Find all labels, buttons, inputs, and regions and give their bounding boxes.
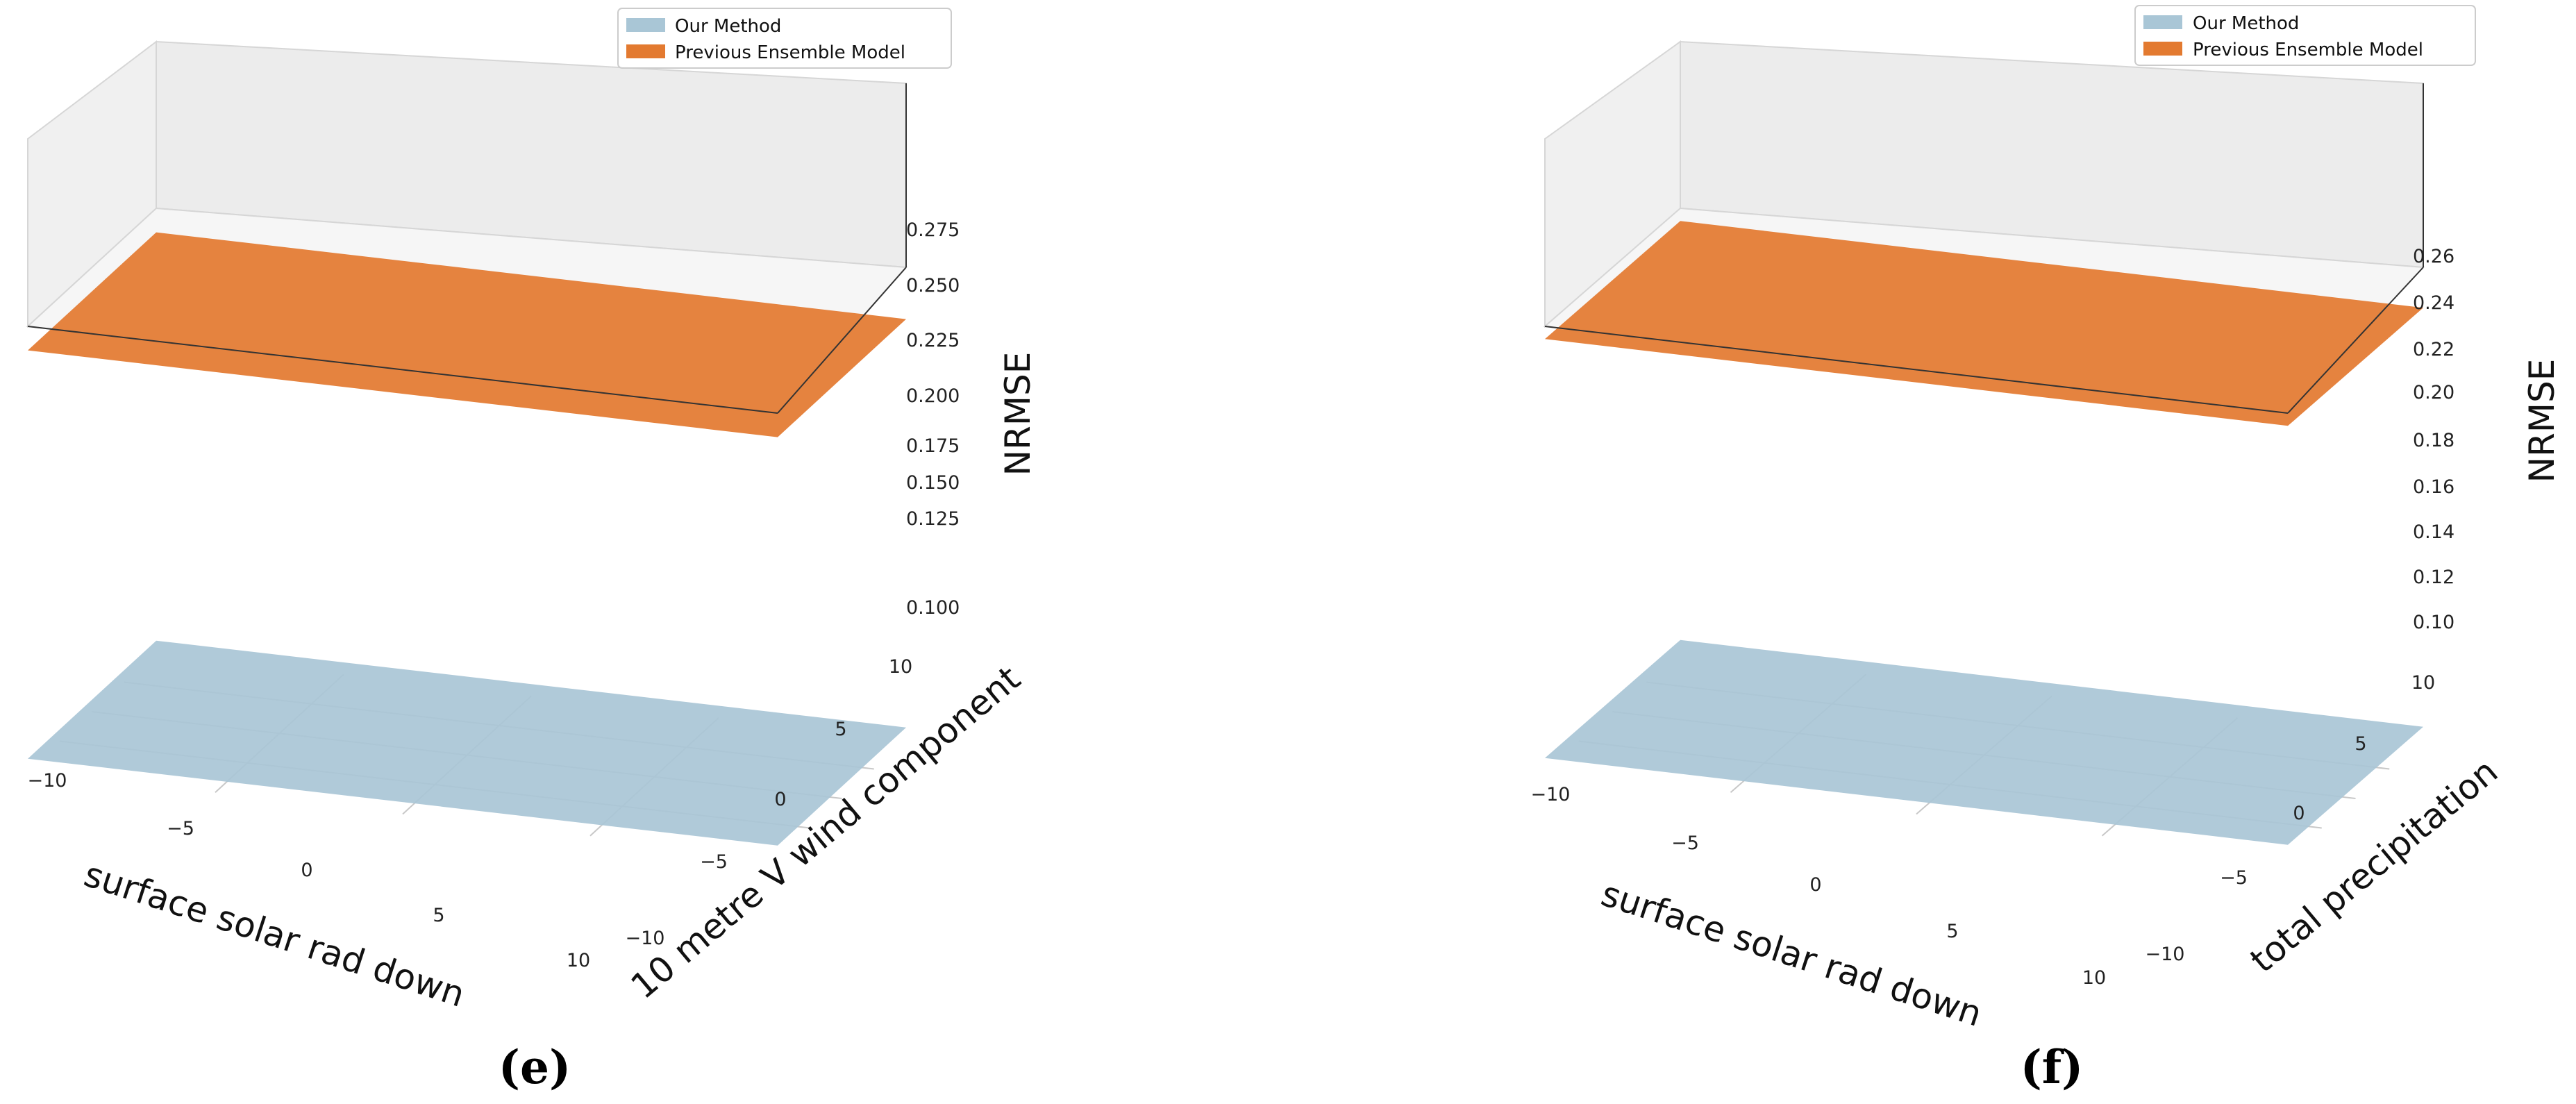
panel-e-x-tick-2: 0 [301,860,312,881]
panel-f-legend-label-our-method: Our Method [2193,13,2299,34]
panel-f-z-tick-3: 0.16 [2413,476,2454,498]
panel-f-x-ticks: −10 −5 0 5 10 [1531,784,2107,989]
panel-f-z-ticks: 0.10 0.12 0.14 0.16 0.18 0.20 0.22 0.24 … [2413,246,2454,633]
panel-f-z-tick-5: 0.20 [2413,382,2454,403]
panel-f-z-tick-8: 0.26 [2413,246,2454,267]
panel-f-z-axis-label: NRMSE [2522,359,2562,483]
panel-e-y-ticks: −10 −5 0 5 10 [626,656,913,949]
panel-f-z-tick-4: 0.18 [2413,430,2454,451]
panel-e-legend-label-ensemble: Previous Ensemble Model [675,42,905,63]
panel-e-y-tick-0: −10 [626,928,665,949]
panel-f-axis-lines [1544,83,2424,414]
panel-f-y-tick-0: −10 [2146,944,2185,965]
panel-e-legend-label-our-method: Our Method [675,16,781,37]
panel-f-z-tick-0: 0.10 [2413,612,2454,633]
panel-f-y-ticks: −10 −5 0 5 10 [2146,672,2436,965]
panel-e-legend-swatch-ensemble [626,44,665,58]
panel-f-x-tick-1: −5 [1671,833,1699,854]
panel-f-x-axis-line [1544,326,2289,414]
panel-e-z-tick-5: 0.225 [906,330,960,351]
panel-f-y-axis-line [2287,267,2424,414]
panel-f-y-tick-2: 0 [2293,803,2305,824]
panel-e-x-tick-0: −10 [28,770,67,792]
panel-e-z-tick-6: 0.250 [906,275,960,296]
panel-f-caption: (f) [2021,1040,2084,1094]
panel-e-y-tick-3: 5 [835,719,846,740]
panel-e-z-axis-label: NRMSE [998,352,1038,476]
panel-f-y-tick-1: −5 [2220,867,2248,889]
panel-f-legend: Our Method Previous Ensemble Model [2134,5,2476,66]
panel-f-x-tick-2: 0 [1809,874,1821,896]
panel-e-legend: Our Method Previous Ensemble Model [617,8,952,69]
panel-f-z-tick-6: 0.22 [2413,339,2454,360]
panel-e-y-tick-2: 0 [774,789,786,810]
panel-e-z-tick-4: 0.200 [906,385,960,407]
panel-e-x-tick-3: 5 [433,905,444,926]
panel-e-y-tick-1: −5 [700,851,728,873]
panel-f-z-tick-7: 0.24 [2413,292,2454,314]
panel-f-x-tick-4: 10 [2082,967,2106,989]
panel-f-legend-swatch-our-method [2143,15,2182,29]
panel-f-surface-ensemble [1545,221,2423,426]
panel-e-z-tick-3: 0.175 [906,435,960,457]
panel-e-z-tick-0: 0.100 [906,597,960,619]
panel-f-legend-label-ensemble: Previous Ensemble Model [2193,40,2423,60]
panel-f-y-tick-4: 10 [2411,672,2435,694]
panel-e-x-tick-1: −5 [167,818,194,839]
panel-e-legend-box [617,8,952,69]
panel-e-caption: (e) [499,1040,571,1094]
panel-e-x-ticks: −10 −5 0 5 10 [28,770,591,971]
panel-e-z-tick-2: 0.150 [906,472,960,494]
panel-f-legend-swatch-ensemble [2143,42,2182,56]
panel-f-x-tick-3: 5 [1946,921,1958,942]
panel-f-legend-box [2134,5,2476,66]
panel-f-y-tick-3: 5 [2355,733,2366,755]
panel-f-z-tick-2: 0.14 [2413,521,2454,543]
panel-f-z-tick-1: 0.12 [2413,567,2454,588]
panel-e-y-axis-line [777,267,907,414]
panel-e-axis-lines [27,83,907,414]
panel-e-surface-our-method [28,640,906,846]
panel-e-legend-swatch-our-method [626,18,665,32]
panel-e-z-tick-7: 0.275 [906,219,960,241]
panel-e-z-ticks: 0.100 0.125 0.150 0.175 0.200 0.225 0.25… [906,219,960,619]
panel-e-surface-ensemble [28,232,906,437]
panel-e-x-tick-4: 10 [567,950,590,971]
panel-e-z-tick-1: 0.125 [906,508,960,530]
panel-f-surface-our-method [1545,639,2423,845]
panel-f-x-tick-0: −10 [1531,784,1571,805]
panel-e-y-tick-4: 10 [889,656,912,678]
panel-e-x-axis-line [27,326,778,414]
